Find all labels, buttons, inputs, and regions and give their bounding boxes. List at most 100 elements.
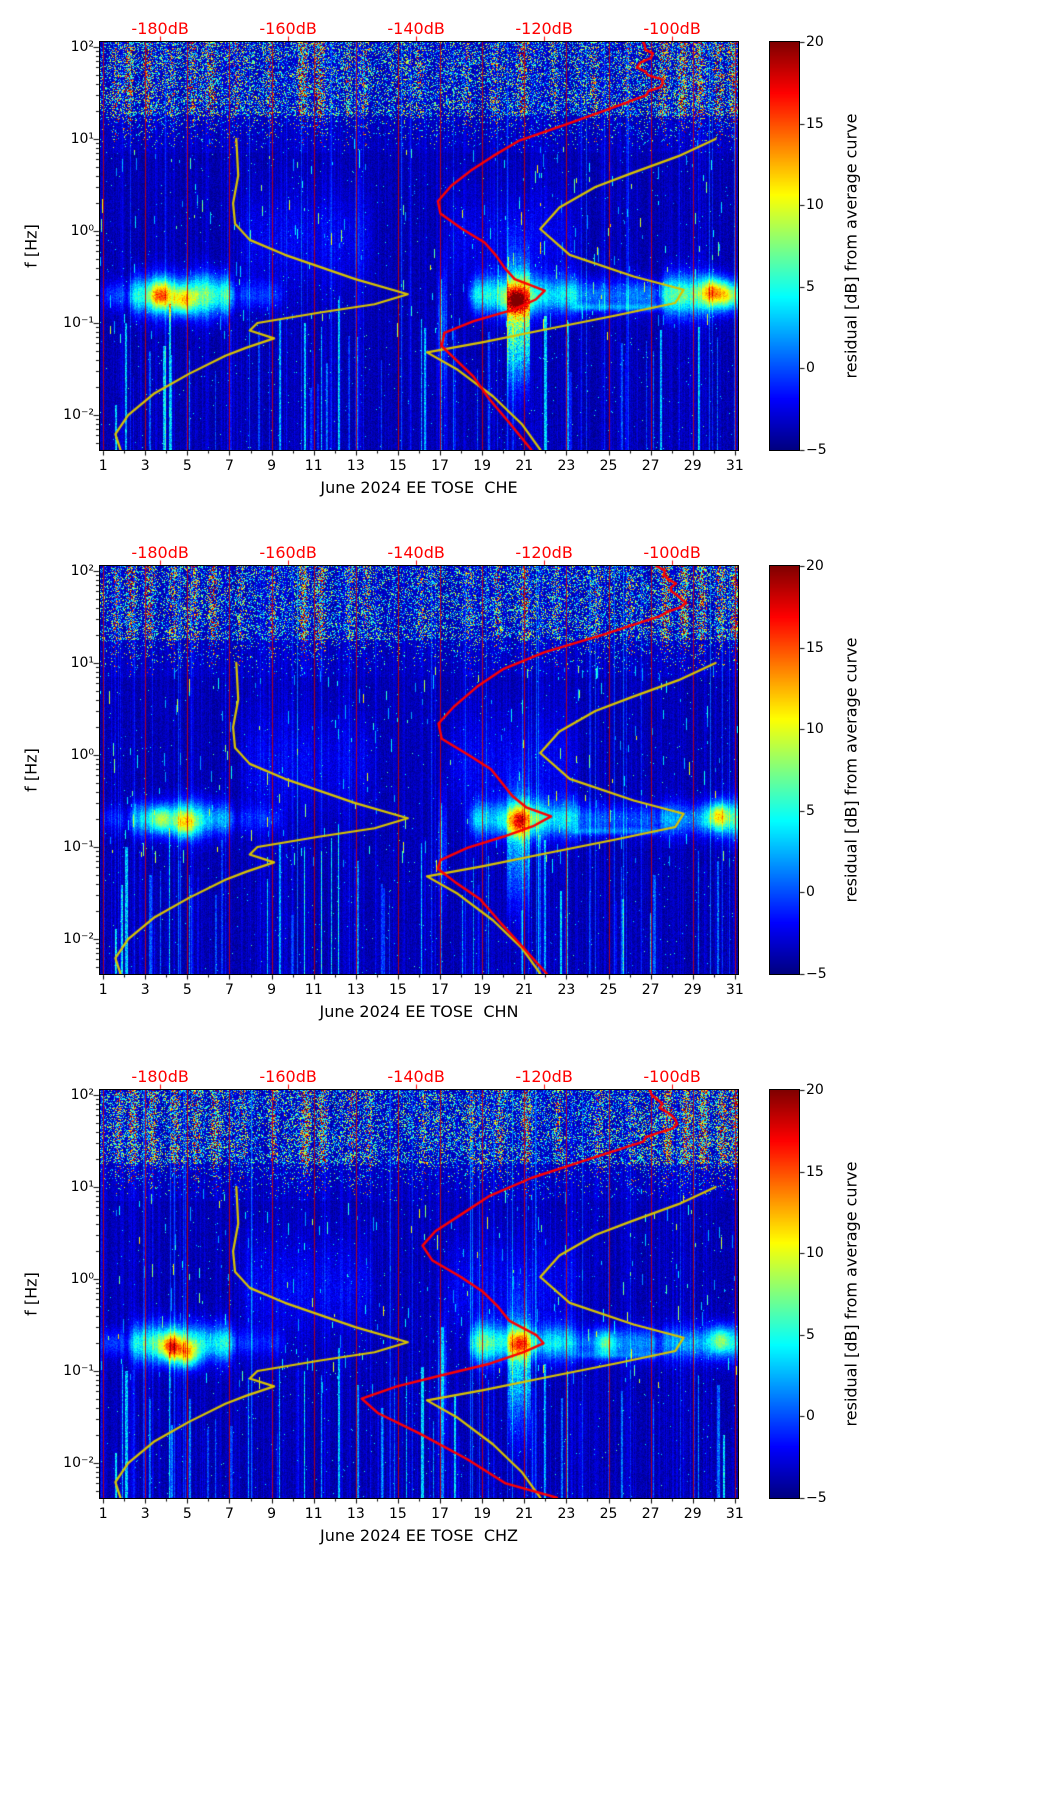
colorbar-title: residual [dB] from average curve bbox=[841, 1161, 861, 1427]
x-tick-label: 29 bbox=[683, 458, 702, 474]
x-tick-label: 23 bbox=[557, 458, 576, 474]
x-tick-label: 7 bbox=[225, 982, 234, 998]
y-tick-label: 10⁻² bbox=[63, 1455, 94, 1472]
y-tick-label: 10¹ bbox=[70, 1178, 94, 1195]
x-tick-label: 9 bbox=[267, 458, 277, 474]
x-tick-label: 15 bbox=[389, 458, 407, 474]
colorbar-gradient-canvas bbox=[769, 1089, 800, 1499]
top-db-tick-label: -160dB bbox=[259, 1067, 317, 1086]
top-db-tick-label: -140dB bbox=[387, 543, 445, 562]
x-tick-label: 29 bbox=[683, 1506, 702, 1522]
y-tick-label: 10⁰ bbox=[70, 222, 94, 239]
x-tick-label: 13 bbox=[346, 1506, 365, 1522]
x-axis-title: June 2024 EE TOSE CHN bbox=[319, 1002, 519, 1021]
x-tick-label: 29 bbox=[683, 982, 702, 998]
x-tick-label: 31 bbox=[725, 982, 744, 998]
x-tick-label: 27 bbox=[641, 458, 660, 474]
x-tick-label: 17 bbox=[431, 458, 449, 474]
top-db-tick-label: -140dB bbox=[387, 1067, 445, 1086]
top-db-tick-label: -120dB bbox=[515, 1067, 573, 1086]
x-tick-label: 7 bbox=[225, 1506, 234, 1522]
colorbar-tick-label: 10 bbox=[806, 197, 824, 214]
x-tick-label: 31 bbox=[725, 1506, 744, 1522]
colorbar-tick-label: −5 bbox=[806, 442, 827, 458]
y-tick-label: 10⁻² bbox=[63, 931, 94, 948]
colorbar-tick-label: 20 bbox=[806, 34, 824, 50]
top-db-tick-label: -180dB bbox=[131, 1067, 189, 1086]
colorbar-tick-label: 0 bbox=[806, 1408, 815, 1425]
x-tick-label: 31 bbox=[725, 458, 744, 474]
y-tick-label: 10⁰ bbox=[70, 746, 94, 763]
colorbar-tick-label: 0 bbox=[806, 360, 815, 377]
y-tick-label: 10¹ bbox=[70, 654, 94, 671]
top-db-tick-label: -100dB bbox=[643, 19, 701, 38]
spectrogram-heatmap-canvas bbox=[99, 565, 739, 975]
x-tick-label: 9 bbox=[267, 1506, 277, 1522]
top-db-tick-label: -160dB bbox=[259, 19, 317, 38]
x-tick-label: 21 bbox=[515, 1506, 534, 1522]
colorbar-gradient-canvas bbox=[769, 41, 800, 451]
x-tick-label: 17 bbox=[431, 982, 449, 998]
colorbar-tick-label: 5 bbox=[806, 802, 815, 819]
y-tick-label: 10⁻¹ bbox=[63, 838, 94, 855]
x-tick-label: 25 bbox=[599, 458, 618, 474]
y-tick-label: 10⁻¹ bbox=[63, 1362, 94, 1379]
x-tick-label: 11 bbox=[304, 982, 323, 998]
y-tick-label: 10¹ bbox=[70, 130, 94, 147]
x-tick-label: 3 bbox=[140, 458, 150, 474]
panel-chz: f [Hz] June 2024 EE TOSE CHZ residual [d… bbox=[0, 1048, 1052, 1572]
x-tick-label: 5 bbox=[182, 1506, 192, 1522]
x-tick-label: 1 bbox=[98, 982, 108, 998]
x-tick-label: 5 bbox=[182, 458, 192, 474]
y-tick-label: 10² bbox=[70, 1086, 94, 1103]
x-tick-label: 15 bbox=[389, 982, 407, 998]
x-tick-label: 13 bbox=[346, 458, 365, 474]
panel-che: f [Hz] June 2024 EE TOSE CHE residual [d… bbox=[0, 0, 1052, 524]
colorbar-tick-label: −5 bbox=[806, 1490, 827, 1506]
colorbar-tick-label: 20 bbox=[806, 558, 824, 574]
colorbar-title: residual [dB] from average curve bbox=[841, 113, 861, 379]
top-db-tick-label: -120dB bbox=[515, 19, 573, 38]
x-tick-label: 27 bbox=[641, 982, 660, 998]
colorbar-tick-label: 10 bbox=[806, 1245, 824, 1262]
x-tick-label: 11 bbox=[304, 458, 323, 474]
x-tick-label: 21 bbox=[515, 458, 534, 474]
x-tick-label: 19 bbox=[473, 1506, 492, 1522]
x-axis-title: June 2024 EE TOSE CHZ bbox=[319, 1526, 519, 1545]
x-axis-title: June 2024 EE TOSE CHE bbox=[320, 478, 518, 497]
y-tick-label: 10² bbox=[70, 562, 94, 579]
spectrogram-heatmap-canvas bbox=[99, 41, 739, 451]
x-tick-label: 19 bbox=[473, 982, 492, 998]
top-db-tick-label: -100dB bbox=[643, 1067, 701, 1086]
x-tick-label: 19 bbox=[473, 458, 492, 474]
panel-chn: f [Hz] June 2024 EE TOSE CHN residual [d… bbox=[0, 524, 1052, 1048]
colorbar-tick-label: 15 bbox=[806, 115, 824, 132]
colorbar-gradient-canvas bbox=[769, 565, 800, 975]
x-tick-label: 17 bbox=[431, 1506, 449, 1522]
top-db-tick-label: -180dB bbox=[131, 543, 189, 562]
top-db-tick-label: -140dB bbox=[387, 19, 445, 38]
colorbar-tick-label: −5 bbox=[806, 966, 827, 982]
spectrogram-heatmap-canvas bbox=[99, 1089, 739, 1499]
x-tick-label: 11 bbox=[304, 1506, 323, 1522]
x-tick-label: 9 bbox=[267, 982, 277, 998]
colorbar-tick-label: 20 bbox=[806, 1082, 824, 1098]
x-tick-label: 23 bbox=[557, 1506, 576, 1522]
colorbar-tick-label: 15 bbox=[806, 639, 824, 656]
top-db-tick-label: -160dB bbox=[259, 543, 317, 562]
colorbar-title: residual [dB] from average curve bbox=[841, 637, 861, 903]
y-tick-label: 10⁻¹ bbox=[63, 314, 94, 331]
y-tick-label: 10⁰ bbox=[70, 1270, 94, 1287]
colorbar-tick-label: 10 bbox=[806, 721, 824, 738]
colorbar-tick-label: 0 bbox=[806, 884, 815, 901]
top-db-tick-label: -120dB bbox=[515, 543, 573, 562]
colorbar-tick-label: 5 bbox=[806, 278, 815, 295]
x-tick-label: 13 bbox=[346, 982, 365, 998]
colorbar-tick-label: 15 bbox=[806, 1163, 824, 1180]
x-tick-label: 1 bbox=[98, 458, 108, 474]
colorbar-tick-label: 5 bbox=[806, 1326, 815, 1343]
x-tick-label: 1 bbox=[98, 1506, 108, 1522]
top-db-tick-label: -180dB bbox=[131, 19, 189, 38]
x-tick-label: 23 bbox=[557, 982, 576, 998]
